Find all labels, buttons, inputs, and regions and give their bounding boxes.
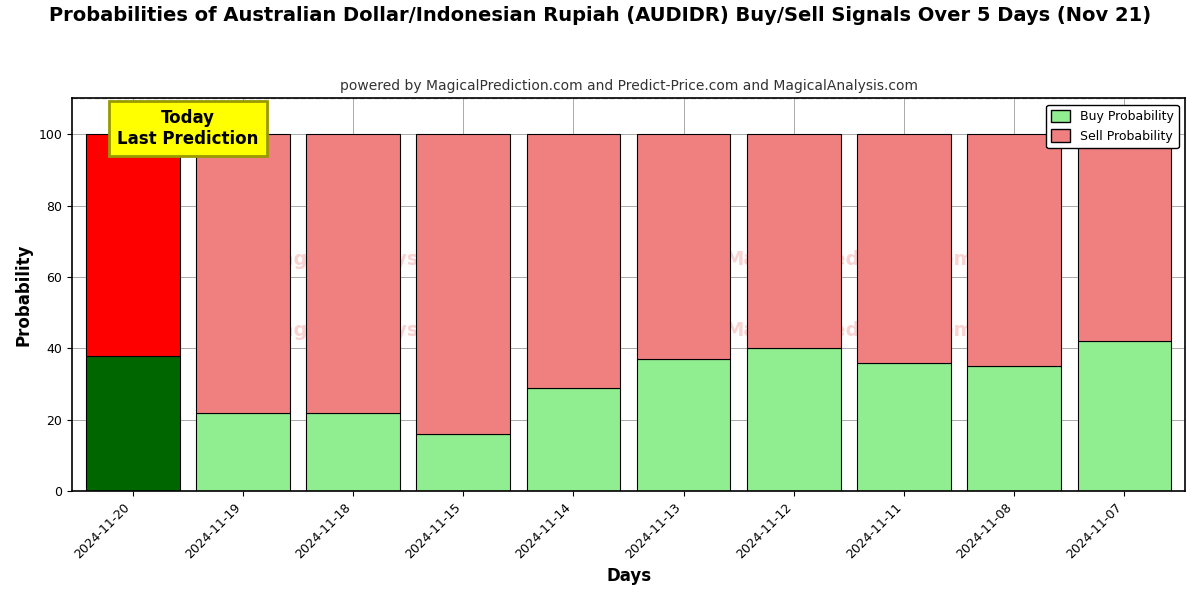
Bar: [857, 363, 950, 491]
Bar: [637, 359, 731, 491]
Bar: [527, 388, 620, 491]
Bar: [86, 134, 180, 356]
Bar: [967, 367, 1061, 491]
Text: MagicalAnalysis.com: MagicalAnalysis.com: [262, 250, 490, 269]
Text: Today
Last Prediction: Today Last Prediction: [118, 109, 258, 148]
Legend: Buy Probability, Sell Probability: Buy Probability, Sell Probability: [1046, 104, 1178, 148]
Text: MagicalPrediction.com: MagicalPrediction.com: [724, 250, 974, 269]
Bar: [1078, 341, 1171, 491]
Bar: [857, 134, 950, 363]
Text: Probabilities of Australian Dollar/Indonesian Rupiah (AUDIDR) Buy/Sell Signals O: Probabilities of Australian Dollar/Indon…: [49, 6, 1151, 25]
Bar: [967, 134, 1061, 367]
Text: MagicalPrediction.com: MagicalPrediction.com: [724, 321, 974, 340]
Bar: [306, 413, 400, 491]
Bar: [637, 134, 731, 359]
Bar: [416, 134, 510, 434]
Bar: [196, 134, 289, 413]
Bar: [86, 356, 180, 491]
Title: powered by MagicalPrediction.com and Predict-Price.com and MagicalAnalysis.com: powered by MagicalPrediction.com and Pre…: [340, 79, 918, 93]
Y-axis label: Probability: Probability: [16, 244, 34, 346]
Bar: [527, 134, 620, 388]
Bar: [416, 434, 510, 491]
Text: MagicalAnalysis.com: MagicalAnalysis.com: [262, 321, 490, 340]
Bar: [748, 349, 841, 491]
Bar: [306, 134, 400, 413]
Bar: [748, 134, 841, 349]
X-axis label: Days: Days: [606, 567, 652, 585]
Bar: [1078, 134, 1171, 341]
Bar: [196, 413, 289, 491]
